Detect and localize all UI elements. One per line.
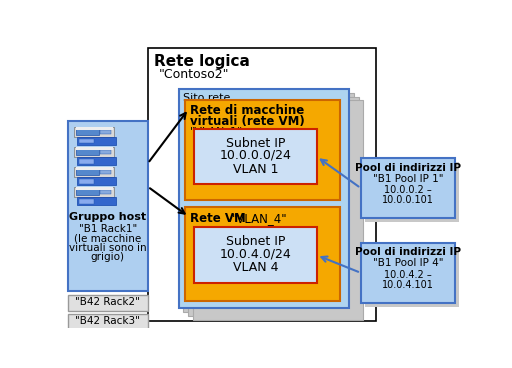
Bar <box>79 139 94 144</box>
Bar <box>365 162 459 222</box>
Bar <box>194 129 316 184</box>
Text: virtuali (rete VM): virtuali (rete VM) <box>189 115 304 128</box>
Bar <box>76 189 99 195</box>
Bar <box>77 197 116 205</box>
Text: "VLAN_1": "VLAN_1" <box>189 127 243 138</box>
Text: Pool di indirizzi IP: Pool di indirizzi IP <box>355 247 461 258</box>
Text: "B1 Pool IP 1": "B1 Pool IP 1" <box>373 174 443 184</box>
Text: 10.0.4.101: 10.0.4.101 <box>382 280 434 290</box>
Text: "Contoso2": "Contoso2" <box>159 68 229 81</box>
Bar <box>100 190 111 194</box>
Bar <box>361 158 455 218</box>
Text: VLAN 1: VLAN 1 <box>232 163 278 176</box>
Text: Gruppo host: Gruppo host <box>69 212 146 222</box>
Bar <box>188 96 358 316</box>
Bar <box>179 89 349 308</box>
Text: "B1 Pool IP 4": "B1 Pool IP 4" <box>373 258 443 268</box>
Bar <box>76 169 99 175</box>
Text: "VLAN_4": "VLAN_4" <box>231 212 287 225</box>
Bar <box>74 167 114 177</box>
Text: 10.0.4.0/24: 10.0.4.0/24 <box>220 247 291 261</box>
Bar <box>100 150 111 154</box>
Bar <box>77 137 116 145</box>
Text: Pool di indirizzi IP: Pool di indirizzi IP <box>355 163 461 173</box>
Bar <box>76 127 113 130</box>
Bar <box>100 130 111 134</box>
Bar <box>194 227 316 283</box>
Bar <box>79 199 94 204</box>
Bar <box>74 147 114 156</box>
Bar <box>183 93 354 312</box>
Bar <box>365 247 459 307</box>
Bar <box>68 121 147 291</box>
Bar <box>79 159 94 163</box>
Text: Rete VM: Rete VM <box>189 212 245 225</box>
Bar <box>76 147 113 150</box>
Text: Sito rete: Sito rete <box>183 93 231 103</box>
Text: "B42 Rack3": "B42 Rack3" <box>75 316 140 326</box>
Bar <box>79 179 94 184</box>
Text: VLAN 4: VLAN 4 <box>232 261 278 274</box>
Bar <box>185 208 340 301</box>
Text: "B42 Rack2": "B42 Rack2" <box>75 297 140 308</box>
Text: 10.0.0.0/24: 10.0.0.0/24 <box>220 149 291 162</box>
Bar <box>68 295 147 311</box>
Bar <box>361 243 455 303</box>
Bar <box>147 48 376 321</box>
Text: virtuali sono in: virtuali sono in <box>69 243 146 253</box>
Bar <box>76 149 99 155</box>
Bar <box>68 314 147 329</box>
Bar <box>74 127 114 137</box>
Text: 10.0.0.2 –: 10.0.0.2 – <box>384 185 432 195</box>
Text: Subnet IP: Subnet IP <box>226 137 285 149</box>
Text: Rete logica: Rete logica <box>154 54 250 69</box>
Text: Rete di macchine: Rete di macchine <box>189 104 304 117</box>
Bar <box>76 129 99 135</box>
Bar <box>100 170 111 174</box>
Text: (le macchine: (le macchine <box>74 234 141 244</box>
Bar <box>193 100 363 320</box>
Bar <box>77 158 116 165</box>
Bar <box>76 167 113 170</box>
Text: 10.0.0.101: 10.0.0.101 <box>382 195 434 205</box>
Text: grigio): grigio) <box>91 252 125 262</box>
Text: "B1 Rack1": "B1 Rack1" <box>79 224 137 234</box>
Bar <box>77 177 116 185</box>
Bar <box>76 187 113 190</box>
Bar <box>185 100 340 200</box>
Bar <box>74 187 114 197</box>
Text: Subnet IP: Subnet IP <box>226 235 285 248</box>
Text: 10.0.4.2 –: 10.0.4.2 – <box>384 270 432 280</box>
Text: "Contoso2_Building2": "Contoso2_Building2" <box>183 104 305 115</box>
